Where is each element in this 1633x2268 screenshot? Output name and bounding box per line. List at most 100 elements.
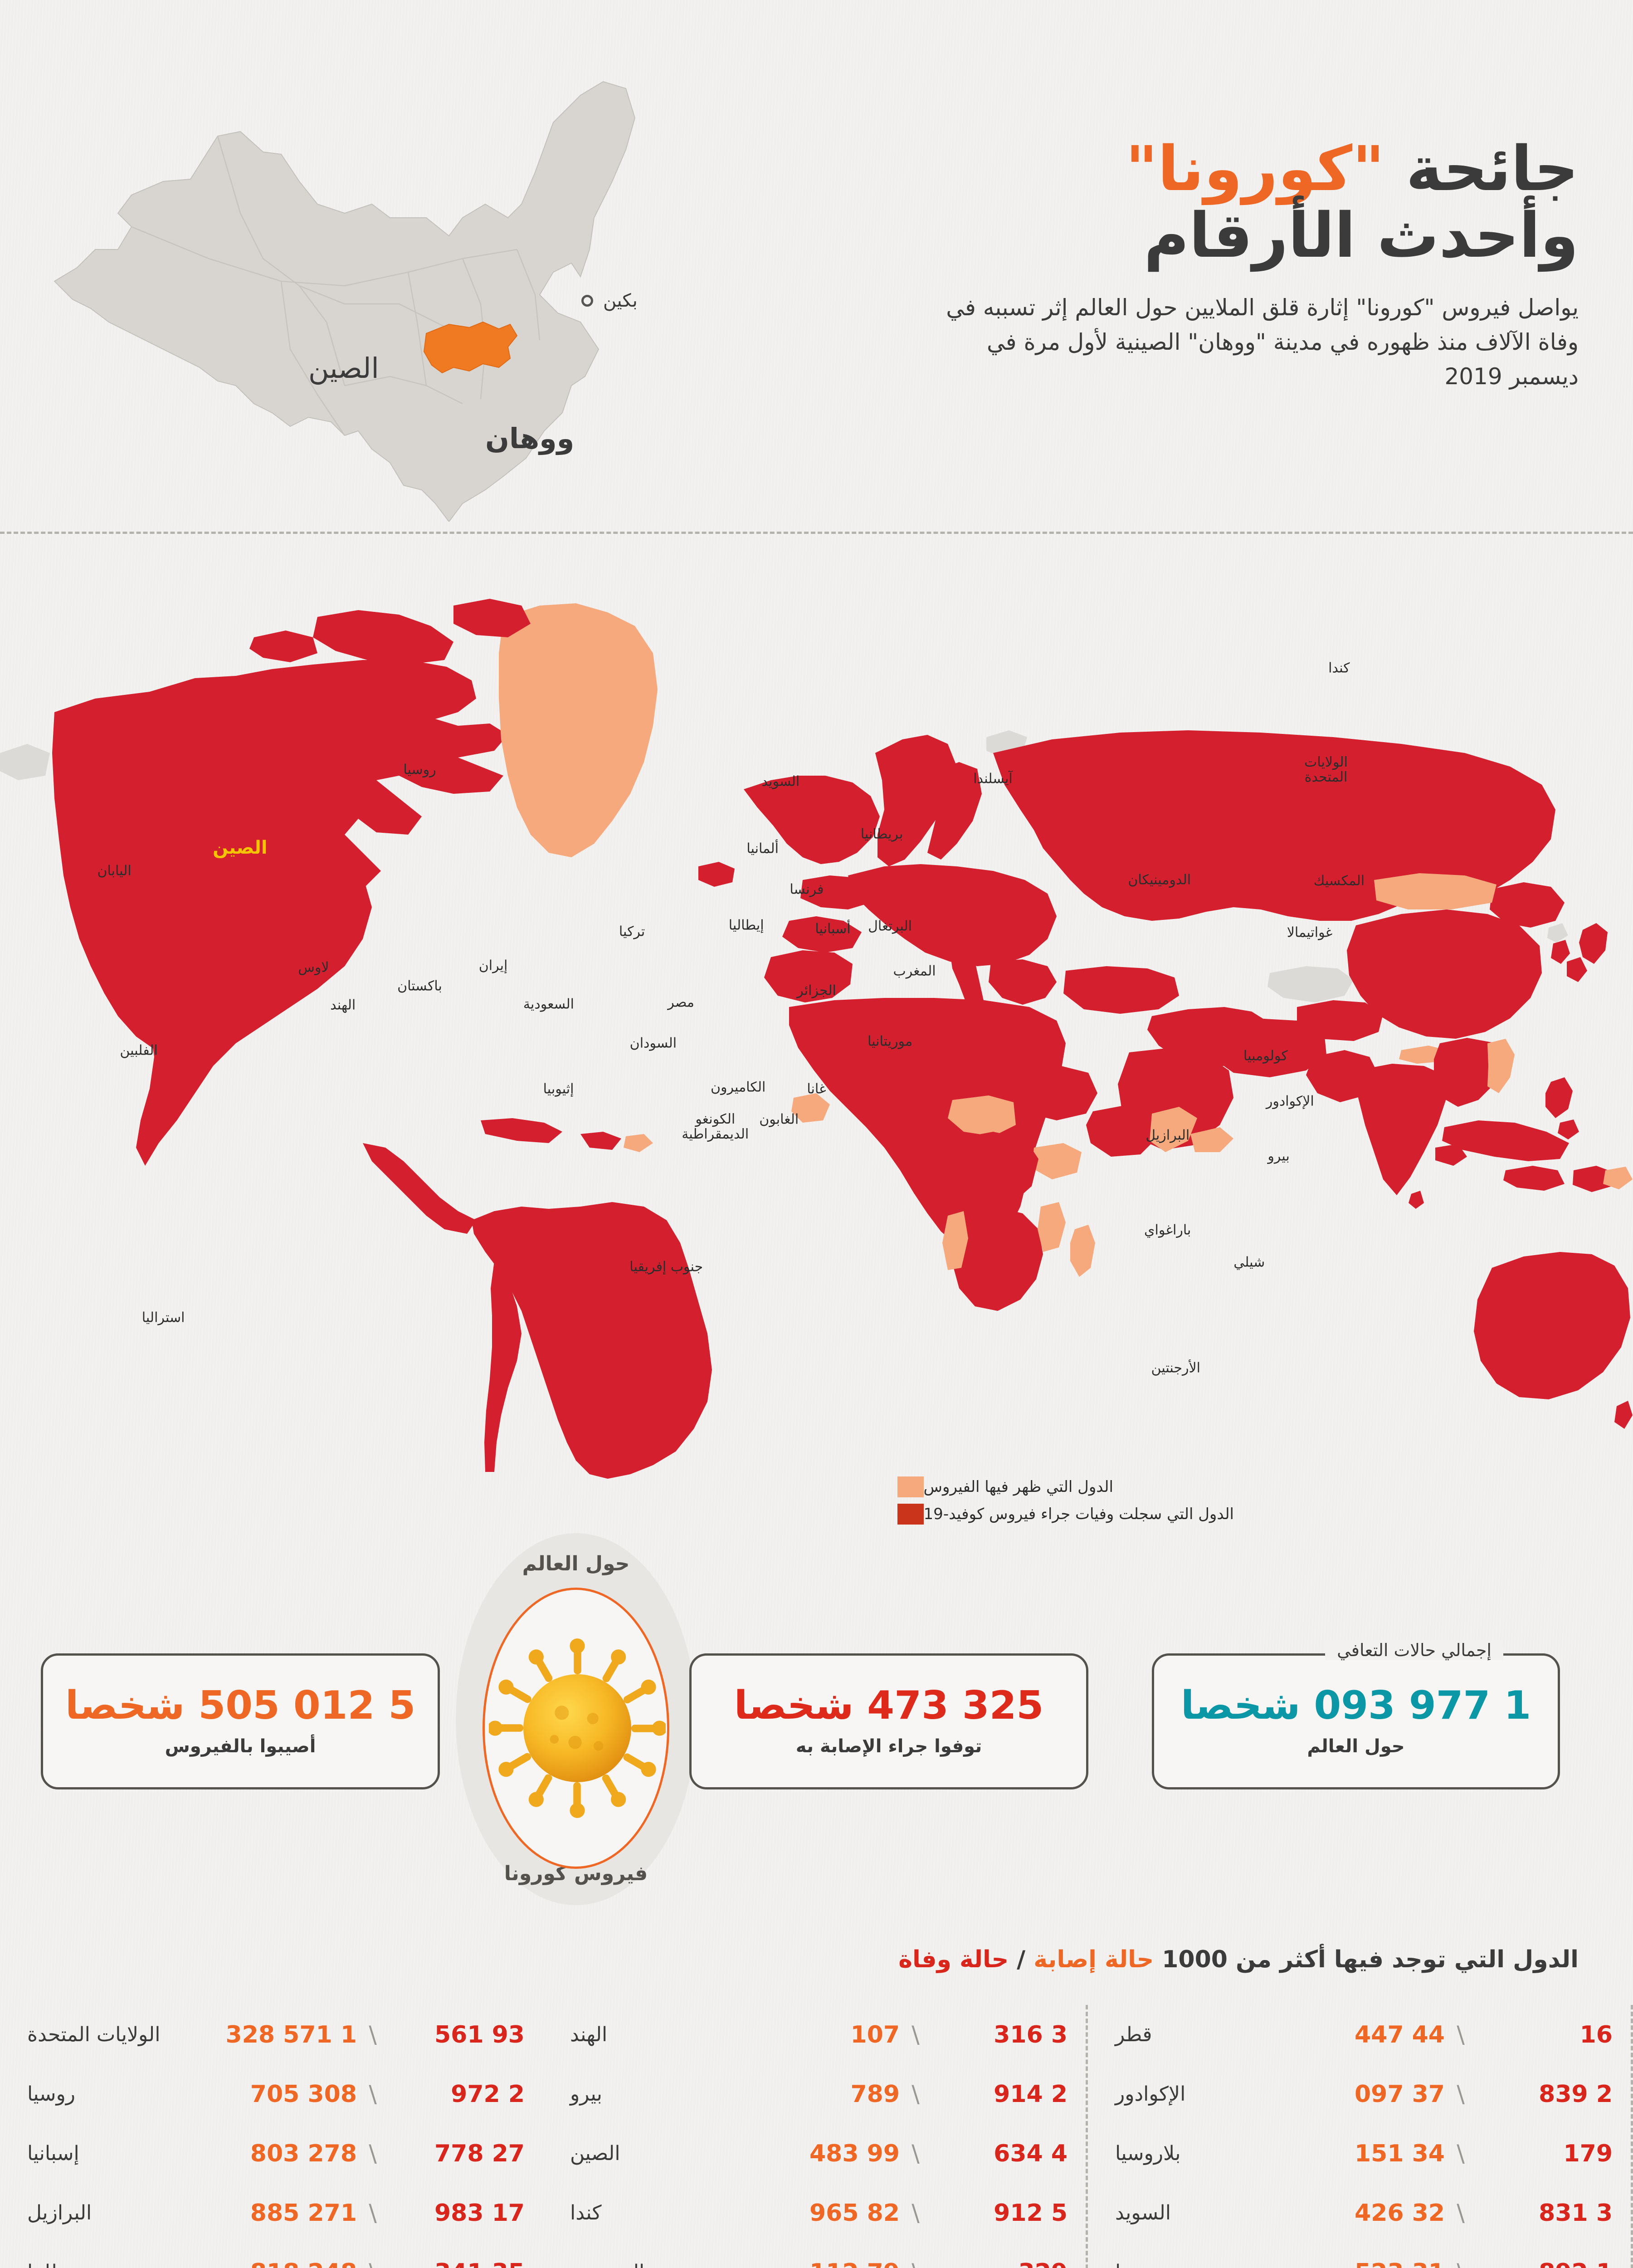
cell-deaths: 93 561 xyxy=(434,2021,525,2048)
table-row: 2 972 \ 308 705 روسيا xyxy=(18,2064,525,2124)
china-inset-map: الصين بكين ووهان xyxy=(27,68,685,523)
cell-separator-icon: \ xyxy=(912,2199,920,2227)
table-row: 4 634 \ 99 483 الصين xyxy=(561,2124,1068,2183)
table-row: 1 892\31 523سويسرا xyxy=(1106,2243,1613,2268)
cell-deaths: 27 778 xyxy=(434,2140,525,2167)
map-label-24: مصر xyxy=(668,994,694,1011)
statistics-section: حول العالم فيروس كورونا 5 012 505 شخصا أ… xyxy=(0,1533,1633,1905)
cell-country: بيرو xyxy=(570,2082,603,2106)
cell-country: إسبانيا xyxy=(27,2142,79,2165)
cell-cases: 248 818 xyxy=(154,2259,357,2268)
map-label-37: الصين xyxy=(213,837,268,859)
country-statistics-table: 93 561 \ 1 571 328 الولايات المتحدة 2 972 \ 30… xyxy=(0,2005,1633,2268)
cell-country: بريطانيا xyxy=(18,2261,154,2268)
table-row: 93 561 \ 1 571 328 الولايات المتحدة xyxy=(18,2005,525,2064)
map-label-1: الولايات المتحدة xyxy=(1304,754,1348,785)
cell-deaths: 3 831 xyxy=(1539,2199,1613,2227)
cell-cases: 308 705 xyxy=(250,2080,357,2108)
map-label-9: باراغواي xyxy=(1144,1222,1191,1238)
map-label-10: شيلي xyxy=(1233,1254,1265,1271)
cell-cases: 82 965 xyxy=(809,2199,900,2227)
world-map: .d { fill:#d41f2e; } .l { fill:#f5a97c; … xyxy=(0,562,1633,1483)
cell-cases: 278 803 xyxy=(250,2140,357,2167)
map-label-41: استراليا xyxy=(141,1310,185,1326)
map-label-28: إيران xyxy=(478,958,508,974)
cell-separator-icon: \ xyxy=(1457,2199,1465,2227)
inset-label-wuhan: ووهان xyxy=(485,422,575,455)
inset-label-beijing: بكين xyxy=(603,290,638,311)
cell-separator-icon: \ xyxy=(1457,2140,1465,2167)
legend-label-appeared: الدول التي ظهر فيها الفيروس xyxy=(923,1478,1113,1496)
stat-caption-recovered: حول العالم xyxy=(1307,1736,1405,1757)
cell-country: قطر xyxy=(1115,2023,1152,2046)
cell-country: روسيا xyxy=(27,2082,76,2106)
cell-cases: 37 097 xyxy=(1354,2080,1445,2108)
table-title-cases: حالة إصابة xyxy=(1033,1946,1154,1973)
stat-caption-infected: أصيبوا بالفيروس xyxy=(165,1736,316,1757)
cell-country: الولايات المتحدة xyxy=(27,2023,161,2046)
stat-value-deaths: 325 473 شخصا xyxy=(734,1683,1044,1728)
map-label-26: السودان xyxy=(629,1035,677,1051)
cell-country: الهند xyxy=(570,2023,608,2046)
map-label-13: بريطانيا xyxy=(860,826,903,842)
page-title-line-2: وأحدث الأرقام xyxy=(1144,200,1579,272)
title-word-corona: "كورونا" xyxy=(1125,133,1385,205)
cell-separator-icon: \ xyxy=(1457,2021,1465,2048)
inset-label-china: الصين xyxy=(308,352,379,385)
cell-cases: 44 447 xyxy=(1354,2021,1445,2048)
map-label-29: باكستان xyxy=(397,978,442,994)
cell-separator-icon: \ xyxy=(357,2259,389,2268)
table-row: 17 983 \ 271 885 البرازيل xyxy=(18,2183,525,2243)
map-label-4: الدومينيكان xyxy=(1128,872,1191,888)
map-label-18: أسبانيا xyxy=(815,921,851,937)
map-label-38: اليابان xyxy=(97,863,132,879)
table-row: 2 914 \ 789 بيرو xyxy=(561,2064,1068,2124)
map-label-33: الكاميرون xyxy=(710,1079,766,1095)
stat-box-infected: 5 012 505 شخصا أصيبوا بالفيروس xyxy=(41,1653,440,1789)
map-label-3: غواتيمالا xyxy=(1287,924,1333,941)
stat-box-recovered: إجمالي حالات التعافي 1 977 093 شخصا حول … xyxy=(1152,1640,1560,1789)
map-label-40: الفلبين xyxy=(120,1042,158,1059)
map-label-17: البرتغال xyxy=(868,918,912,934)
cell-deaths: 5 912 xyxy=(994,2199,1068,2227)
map-label-14: السويد xyxy=(761,773,800,790)
map-label-12: آيسلندا xyxy=(973,771,1013,787)
cell-deaths: 2 839 xyxy=(1539,2080,1613,2108)
cell-separator-icon: \ xyxy=(900,2259,931,2268)
cell-country: كندا xyxy=(570,2201,602,2224)
map-label-11: الأرجنتين xyxy=(1151,1360,1200,1376)
wuhan-region-shape xyxy=(423,321,518,374)
legend-swatch-dark-icon xyxy=(897,1504,924,1525)
cell-deaths: 35 341 xyxy=(389,2259,525,2268)
cell-separator-icon: \ xyxy=(369,2140,377,2167)
title-word-pandemic: جائحة xyxy=(1406,133,1579,205)
oval-label-world: حول العالم xyxy=(522,1552,630,1575)
legend-swatch-light-icon xyxy=(897,1476,924,1497)
table-row: 3 831 \ 32 426 السويد xyxy=(1106,2183,1613,2243)
table-row: 329\79 112السعودية xyxy=(561,2243,1068,2268)
cell-cases: 107 xyxy=(850,2021,900,2048)
map-label-20: تركيا xyxy=(619,924,645,940)
map-label-39: لاوس xyxy=(298,959,329,976)
cell-separator-icon: \ xyxy=(1457,2080,1465,2108)
page-subtitle: يواصل فيروس "كورونا" إثارة قلق الملايين … xyxy=(946,294,1579,390)
header-section: الصين بكين ووهان جائحة "كورونا" وأحدث ال… xyxy=(0,0,1633,551)
table-row: 2 839 \ 37 097 الإكوادور xyxy=(1106,2064,1613,2124)
cell-separator-icon: \ xyxy=(369,2080,377,2108)
cell-country: الإكوادور xyxy=(1115,2082,1186,2106)
map-label-31: إثيوبيا xyxy=(543,1081,574,1097)
table-row: 35 341\248 818بريطانيا xyxy=(18,2243,525,2268)
cell-country: السعودية xyxy=(561,2261,697,2268)
cell-country: سويسرا xyxy=(1106,2261,1242,2268)
map-label-21: روسيا xyxy=(403,762,436,778)
cell-cases: 1 571 328 xyxy=(225,2021,357,2048)
table-row: 3 316 \ 107 الهند xyxy=(561,2005,1068,2064)
map-label-2: المكسيك xyxy=(1313,873,1365,889)
cell-cases: 32 426 xyxy=(1354,2199,1445,2227)
map-label-19: إيطاليا xyxy=(728,917,764,934)
cell-separator-icon: \ xyxy=(912,2080,920,2108)
map-label-34: الغابون xyxy=(759,1111,799,1128)
cell-deaths: 3 316 xyxy=(994,2021,1068,2048)
cell-deaths: 16 xyxy=(1579,2021,1613,2048)
legend-item-deaths: الدول التي سجلت وفيات جراء فيروس كوفيد-1… xyxy=(887,1504,1234,1525)
